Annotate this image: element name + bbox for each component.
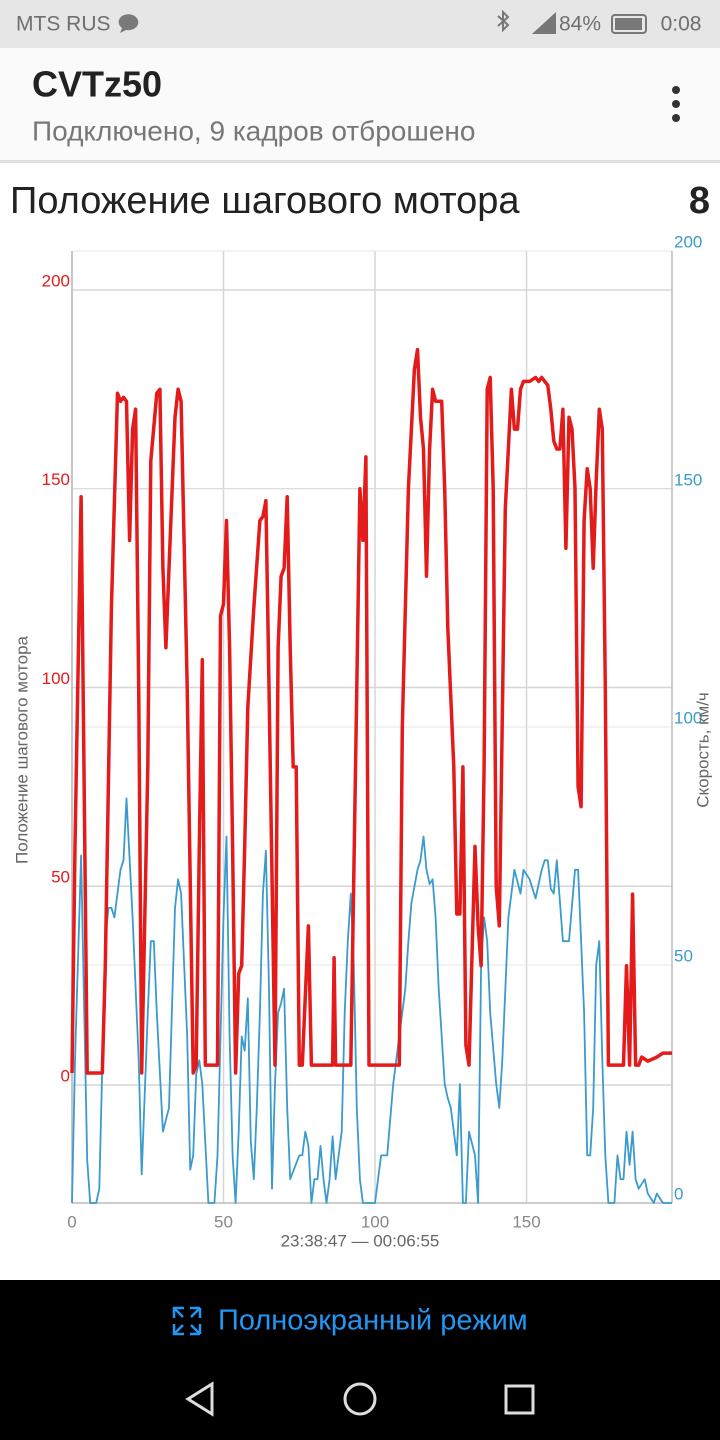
y-tick-label: 100	[42, 669, 70, 688]
y2-tick-label: 150	[674, 470, 702, 489]
y-tick-label: 150	[42, 470, 70, 489]
x-axis-label: 23:38:47 — 00:06:55	[281, 1231, 440, 1250]
battery-level: 84%	[559, 13, 601, 36]
signal-icon	[532, 12, 556, 34]
series-line	[70, 347, 672, 1075]
menu-button[interactable]	[672, 86, 680, 122]
y-tick-label: 200	[42, 271, 70, 290]
nav-recents[interactable]	[504, 1384, 535, 1415]
app-bar-shadow	[0, 160, 720, 163]
app-bar	[0, 48, 720, 160]
bluetooth-icon	[497, 9, 510, 33]
chart: 0 50 100 150 0 50 100 150 200 0 50 100 150 200 Положен…	[12, 232, 712, 1250]
app-title: CVTz50	[32, 64, 162, 105]
y2-axis-label: Скорость, км/ч	[693, 692, 712, 808]
x-tick-label: 0	[67, 1212, 76, 1231]
nav-home[interactable]	[343, 1382, 377, 1416]
app-subtitle: Подключено, 9 кадров отброшено	[32, 115, 475, 146]
x-tick-label: 100	[361, 1212, 389, 1231]
carrier: MTS RUS	[16, 13, 111, 36]
series-line	[71, 797, 672, 1204]
nav-back[interactable]	[185, 1381, 214, 1417]
y2-tick-label: 0	[674, 1184, 683, 1203]
y2-tick-label: 200	[674, 232, 702, 251]
y2-tick-label: 50	[674, 946, 693, 965]
fullscreen-icon[interactable]	[172, 1306, 202, 1336]
y2-tick-label: 100	[674, 708, 702, 727]
clock: 0:08	[661, 13, 702, 36]
current-value: 8	[689, 180, 710, 222]
battery-icon	[611, 14, 647, 34]
y-axis-label: Положение шагового мотора	[12, 635, 31, 864]
message-icon	[118, 14, 139, 33]
fullscreen-button[interactable]: Полноэкранный режим	[218, 1305, 528, 1337]
battery-fill	[615, 18, 642, 30]
x-tick-label: 150	[512, 1212, 540, 1231]
y-tick-label: 0	[61, 1066, 70, 1085]
x-tick-label: 50	[214, 1212, 233, 1231]
chart-heading: Положение шагового мотора	[10, 180, 520, 222]
y-tick-label: 50	[51, 868, 70, 887]
